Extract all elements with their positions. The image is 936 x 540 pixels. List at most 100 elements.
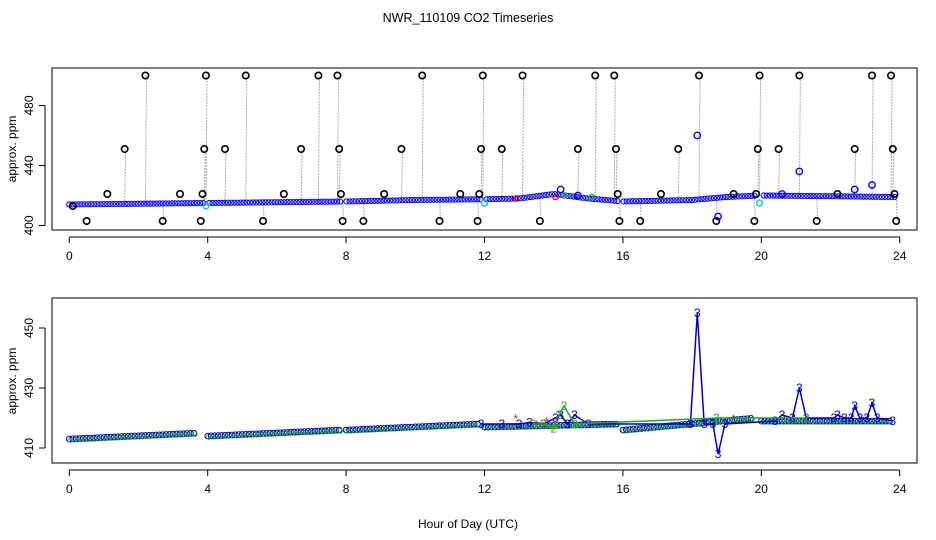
baseline-point [645,197,652,205]
top-y-tick-label: 400 [22,215,36,235]
top-y-tick-label: 480 [22,95,36,115]
red-point [512,195,519,202]
baseline-point [704,195,711,202]
baseline-point [642,197,649,205]
baseline-point [296,198,303,206]
baseline-point [720,194,727,201]
baseline-point [626,198,633,205]
baseline-point [489,195,496,203]
top-plot-frame [51,67,918,231]
baseline-point [243,199,250,206]
black-point [241,71,250,80]
spike-line [400,148,403,201]
baseline-point [769,192,777,199]
series-point-label: 2 [540,417,547,431]
black-point [753,145,762,154]
black-point [359,217,368,226]
baseline-point [352,198,359,205]
baseline-point [689,196,696,204]
spike-line [336,75,339,202]
baseline-point [103,200,110,208]
black-point [833,190,842,199]
series-point-label: 2 [550,422,557,436]
baseline-point [81,201,88,208]
baseline-point [854,193,861,200]
spike-line [615,148,618,201]
red-star-point: * [545,416,550,428]
baseline-point [692,196,699,203]
spike-line [854,148,857,197]
series-point-label: 3 [701,417,708,431]
baseline-point [660,197,668,204]
bottom-x-tick-label: 24 [893,482,907,496]
cyan-point [202,202,210,210]
black-point [729,190,738,199]
baseline-point [418,196,425,204]
black-point [314,71,323,80]
baseline-point [807,192,814,200]
baseline-point [178,200,185,207]
baseline-point [751,192,758,199]
baseline-point [309,198,316,205]
baseline-point [502,195,509,202]
black-point [613,190,622,199]
baseline-point [184,200,191,207]
series-point-label: 3 [889,414,896,428]
baseline-point [362,197,369,205]
black-point [336,190,345,199]
black-point [636,217,645,226]
top-outlier-points [68,71,901,226]
baseline-point [533,193,540,200]
series-point-label: 3 [848,411,855,425]
baseline-point [436,196,443,203]
baseline-point [717,194,724,201]
baseline-point [763,192,770,199]
baseline-point [119,200,126,208]
top-x-axis: 0 4 8 12 16 20 24 [66,236,907,263]
baseline-point [545,191,552,198]
baseline-point [221,199,229,206]
baseline-point [863,193,870,200]
baseline-point [91,201,98,208]
red-star-point: * [534,419,539,431]
black-point [887,71,896,80]
series-point-label: 2 [530,417,537,431]
x-axis-label: Hour of Day (UTC) [418,517,518,531]
series-point-label: 3 [722,417,729,431]
baseline-point [530,193,537,200]
black-point [674,145,683,154]
baseline-point [882,193,889,201]
bottom-x-tick-label: 12 [478,482,492,496]
spike-line [613,75,616,201]
baseline-point [122,200,129,207]
spike-line [778,148,781,196]
black-point [82,217,91,226]
spike-line [300,148,303,202]
baseline-point [832,193,839,200]
baseline-point [159,200,166,207]
baseline-point [452,196,459,203]
baseline-green-point [192,431,198,437]
black-point [615,217,624,226]
baseline-point [337,198,344,205]
baseline-point [231,199,238,206]
baseline-point [430,196,437,203]
spike-line [482,75,485,200]
baseline-point [399,197,406,204]
baseline-point [187,200,194,207]
baseline-point [125,200,132,207]
series-point-label: 3 [863,411,870,425]
series-point-label: 2 [561,399,568,413]
baseline-point [483,196,490,203]
black-point [338,217,347,226]
baseline-point [147,200,154,207]
red-star-point: * [513,413,518,425]
baseline-point [632,198,640,205]
baseline-point [109,200,116,208]
baseline-point [421,196,428,204]
series-point-label: 3 [841,411,848,425]
baseline-point [305,198,313,206]
